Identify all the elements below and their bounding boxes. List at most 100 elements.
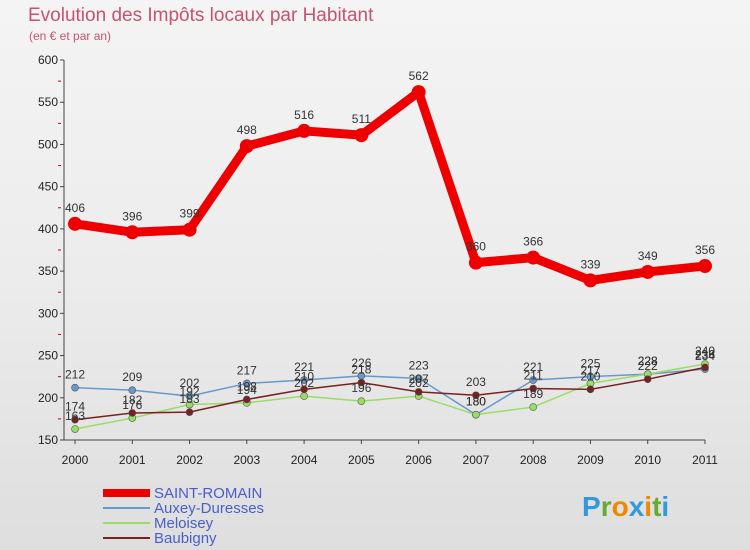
data-point: [300, 385, 308, 394]
legend-label: SAINT-ROMAIN: [154, 485, 262, 502]
data-label: 209: [122, 370, 142, 384]
data-point: [71, 415, 79, 424]
data-label: 498: [237, 123, 257, 137]
data-label: 212: [65, 368, 85, 382]
data-label: 399: [180, 207, 200, 221]
x-tick-label: 2000: [62, 453, 89, 467]
series-meloisey: [71, 360, 709, 433]
data-label: 339: [580, 257, 600, 271]
logo-letter: P: [582, 491, 601, 522]
data-label: 180: [466, 395, 486, 409]
logo-letter: t: [652, 491, 661, 522]
x-tick-label: 2009: [577, 453, 604, 467]
series-line: [74, 366, 706, 421]
series-line: [70, 87, 710, 285]
x-tick-label: 2001: [119, 453, 146, 467]
y-tick-label: 200: [38, 391, 58, 405]
data-label: 406: [65, 201, 85, 215]
data-point: [239, 139, 254, 154]
data-label: 396: [122, 209, 142, 223]
data-point: [128, 409, 137, 417]
data-point: [698, 259, 712, 274]
data-point: [71, 383, 79, 392]
data-label: 228: [638, 354, 658, 368]
series-baubigny: [71, 363, 709, 424]
data-label: 356: [695, 243, 715, 257]
y-tick-label: 250: [38, 349, 58, 363]
data-point: [300, 392, 308, 400]
data-point: [300, 376, 308, 384]
x-tick-label: 2002: [176, 453, 203, 467]
logo-letter: o: [612, 491, 629, 522]
data-label: 228: [638, 354, 658, 368]
data-point: [526, 250, 541, 265]
data-point: [68, 216, 82, 231]
data-label: 202: [180, 376, 200, 390]
data-label: 194: [237, 383, 257, 397]
data-label: 211: [524, 368, 543, 382]
data-point: [71, 425, 79, 433]
data-point: [472, 410, 480, 419]
data-label: 236: [695, 347, 715, 361]
data-point: [125, 225, 140, 240]
x-tick-label: 2004: [291, 453, 318, 467]
data-label: 183: [180, 392, 200, 406]
legend-label: Baubigny: [154, 530, 217, 547]
data-point: [468, 255, 483, 270]
data-label: 217: [580, 363, 600, 377]
data-point: [357, 397, 366, 405]
data-label: 225: [580, 357, 600, 371]
data-label: 182: [122, 393, 142, 407]
data-point: [243, 379, 251, 388]
data-label: 210: [294, 369, 314, 383]
data-label: 221: [523, 360, 543, 374]
logo-letter: x: [629, 491, 645, 522]
data-point: [354, 128, 369, 143]
y-tick-label: 400: [38, 222, 58, 236]
data-label: 234: [695, 349, 715, 363]
data-label: 198: [237, 379, 257, 393]
data-label: 217: [237, 363, 257, 377]
data-label: 360: [466, 240, 486, 254]
chart-title: Evolution des Impôts locaux par Habitant: [28, 5, 374, 26]
axes: 150 200 250 300 350 400 450 500 550 600 2000 2001 20…: [38, 53, 718, 467]
data-label: 210: [580, 369, 600, 383]
data-point: [243, 395, 251, 404]
y-tick-label: 500: [38, 137, 58, 151]
y-tick-label: 150: [38, 433, 58, 447]
x-tick-label: 2006: [405, 453, 432, 467]
x-tick-label: 2007: [463, 453, 490, 467]
data-label: 176: [122, 398, 142, 412]
data-point: [182, 222, 197, 237]
x-tick-label: 2011: [692, 453, 718, 467]
data-point: [586, 385, 595, 394]
data-point: [529, 376, 537, 384]
data-point: [128, 386, 137, 394]
data-label: 189: [523, 387, 543, 401]
logo-letter: i: [661, 491, 669, 522]
logo-letter: r: [601, 491, 612, 522]
series-line: [74, 368, 706, 416]
x-tick-label: 2008: [520, 453, 547, 467]
data-label: 202: [294, 376, 314, 390]
data-label: 196: [351, 381, 371, 395]
data-point: [185, 392, 194, 400]
data-label: 366: [523, 235, 543, 249]
data-point: [297, 123, 312, 138]
y-tick-label: 450: [38, 180, 58, 194]
series-layer: [68, 85, 712, 433]
data-point: [411, 85, 426, 100]
chart-subtitle: (en € et par an): [29, 29, 111, 43]
data-point: [414, 374, 423, 383]
data-point: [640, 264, 655, 279]
series-saint-romain: [68, 85, 712, 288]
data-label: 218: [351, 363, 371, 377]
x-tick-label: 2005: [348, 453, 375, 467]
series-line: [74, 363, 706, 430]
data-label: 202: [409, 376, 429, 390]
proxiti-logo: Proxiti: [582, 491, 669, 522]
data-label: 349: [638, 249, 658, 263]
